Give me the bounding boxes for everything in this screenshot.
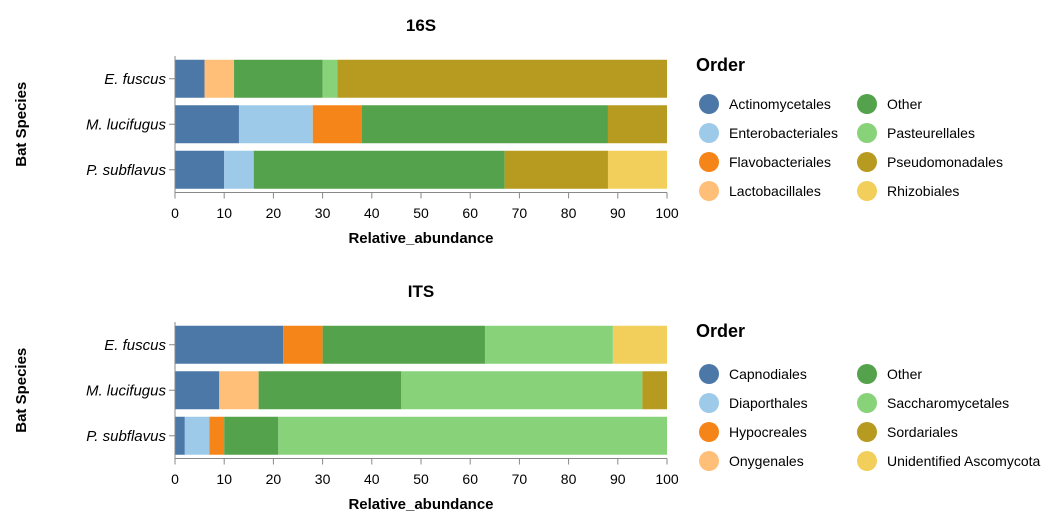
chart-1-legend-swatch	[857, 123, 877, 143]
chart-1-bar-3-enterobacteriales	[224, 150, 254, 189]
chart-1-legend-swatch	[699, 123, 719, 143]
chart-2-legend-label: Diaporthales	[729, 395, 808, 411]
chart-2-bar-2-saccharomycetales	[401, 371, 643, 410]
chart-1-bar-2-actinomycetales	[175, 105, 239, 144]
chart-1-bar-2-other	[361, 105, 608, 144]
chart-1-bar-3-other	[253, 150, 505, 189]
chart-2-legend-title: Order	[696, 321, 745, 341]
chart-1-bar-2-enterobacteriales	[238, 105, 313, 144]
chart-1-title: 16S	[406, 16, 436, 35]
chart-1-legend-swatch	[857, 181, 877, 201]
chart-1-x-tick-label: 10	[216, 205, 232, 221]
chart-2-x-tick-label: 80	[561, 471, 577, 487]
chart-2-category-label: E. fuscus	[104, 337, 166, 354]
chart-2-x-axis-title: Relative_abundance	[348, 496, 493, 511]
chart-1-x-tick-label: 40	[364, 205, 380, 221]
chart-1-bar-2-pseudomonadales	[607, 105, 667, 144]
chart-1-bar-1-actinomycetales	[175, 59, 205, 98]
chart-2-x-tick-label: 60	[462, 471, 478, 487]
chart-1-category-label: E. fuscus	[104, 71, 166, 88]
chart-2-legend-label: Onygenales	[729, 453, 804, 469]
chart-1-y-axis-title: Bat Species	[13, 82, 30, 167]
chart-1-category-label: P. subflavus	[86, 162, 166, 179]
chart-2-title: ITS	[408, 282, 434, 301]
chart-1-x-tick-label: 30	[315, 205, 331, 221]
chart-2-legend-swatch	[699, 393, 719, 413]
chart-2-legend-swatch	[699, 422, 719, 442]
chart-1-category-label: M. lucifugus	[86, 116, 167, 133]
chart-2-legend-label: Saccharomycetales	[887, 395, 1009, 411]
chart-1-legend-label: Pasteurellales	[887, 125, 975, 141]
chart-2-legend-label: Unidentified Ascomycota	[887, 453, 1041, 469]
chart-2-legend-label: Sordariales	[887, 424, 958, 440]
chart-1-bar-2-flavobacteriales	[312, 105, 362, 144]
chart-2-legend-label: Capnodiales	[729, 366, 807, 382]
chart-2-bar-1-hypocreales	[283, 325, 323, 364]
chart-2-bar-3-saccharomycetales	[278, 416, 667, 455]
chart-2-x-tick-label: 30	[315, 471, 331, 487]
chart-2-x-tick-label: 0	[171, 471, 179, 487]
chart-1-legend-label: Flavobacteriales	[729, 154, 831, 170]
chart-1-x-tick-label: 50	[413, 205, 429, 221]
chart-1-bar-3-pseudomonadales	[504, 150, 608, 189]
chart-2-y-axis-title: Bat Species	[13, 348, 30, 433]
chart-2-x-tick-label: 90	[610, 471, 626, 487]
chart-2-bar-2-capnodiales	[175, 371, 220, 410]
chart-2-legend-label: Other	[887, 366, 922, 382]
chart-2-x-tick-label: 70	[512, 471, 528, 487]
chart-1-bar-3-actinomycetales	[175, 150, 225, 189]
chart-2-legend-swatch	[857, 451, 877, 471]
chart-2-x-tick-label: 40	[364, 471, 380, 487]
chart-1-legend-label: Enterobacteriales	[729, 125, 838, 141]
chart-1-legend-swatch	[857, 152, 877, 172]
chart-2-bar-2-sordariales	[642, 371, 667, 410]
chart-1-legend-swatch	[857, 94, 877, 114]
chart-2-bar-2-onygenales	[219, 371, 259, 410]
chart-2-x-tick-label: 10	[216, 471, 232, 487]
chart-1-legend-label: Other	[887, 96, 922, 112]
chart-1-bar-1-pseudomonadales	[337, 59, 667, 98]
chart-2-legend-label: Hypocreales	[729, 424, 807, 440]
chart-1-x-tick-label: 70	[512, 205, 528, 221]
chart-2-bar-1-other	[322, 325, 485, 364]
chart-2-legend-swatch	[857, 393, 877, 413]
chart-1-legend-title: Order	[696, 55, 745, 75]
chart-1-legend-label: Pseudomonadales	[887, 154, 1003, 170]
chart-1-x-tick-label: 100	[655, 205, 679, 221]
chart-2-bar-1-saccharomycetales	[484, 325, 613, 364]
chart-2-x-tick-label: 50	[413, 471, 429, 487]
chart-1-legend-swatch	[699, 94, 719, 114]
chart-2-bar-1-unidentified-ascomycota	[612, 325, 667, 364]
chart-2-category-label: M. lucifugus	[86, 382, 167, 399]
chart-1-legend-swatch	[699, 181, 719, 201]
chart-1-bar-1-lactobacillales	[204, 59, 235, 98]
chart-2-legend-swatch	[699, 364, 719, 384]
chart-1-legend-swatch	[699, 152, 719, 172]
chart-1-bar-3-rhizobiales	[607, 150, 667, 189]
chart-2-legend-swatch	[857, 364, 877, 384]
chart-1-x-tick-label: 90	[610, 205, 626, 221]
chart-2-bar-3-diaporthales	[184, 416, 210, 455]
chart-1-x-axis-title: Relative_abundance	[348, 230, 493, 247]
chart-1-bar-1-pasteurellales	[322, 59, 338, 98]
chart-2-legend-swatch	[699, 451, 719, 471]
chart-2-legend-swatch	[857, 422, 877, 442]
chart-2-bar-3-capnodiales	[175, 416, 185, 455]
chart-2-category-label: P. subflavus	[86, 428, 166, 445]
chart-1-bar-1-other	[234, 59, 323, 98]
chart-2-bar-3-other	[224, 416, 279, 455]
chart-2-bar-1-capnodiales	[175, 325, 284, 364]
chart-1-x-tick-label: 80	[561, 205, 577, 221]
chart-2-bar-3-hypocreales	[209, 416, 225, 455]
chart-2-x-tick-label: 100	[655, 471, 679, 487]
chart-2-x-tick-label: 20	[266, 471, 282, 487]
chart-2-bar-2-other	[258, 371, 402, 410]
chart-1-x-tick-label: 0	[171, 205, 179, 221]
chart-1-x-tick-label: 60	[462, 205, 478, 221]
chart-1-legend-label: Lactobacillales	[729, 183, 821, 199]
chart-1-legend-label: Rhizobiales	[887, 183, 959, 199]
chart-1-x-tick-label: 20	[266, 205, 282, 221]
chart-1-legend-label: Actinomycetales	[729, 96, 831, 112]
